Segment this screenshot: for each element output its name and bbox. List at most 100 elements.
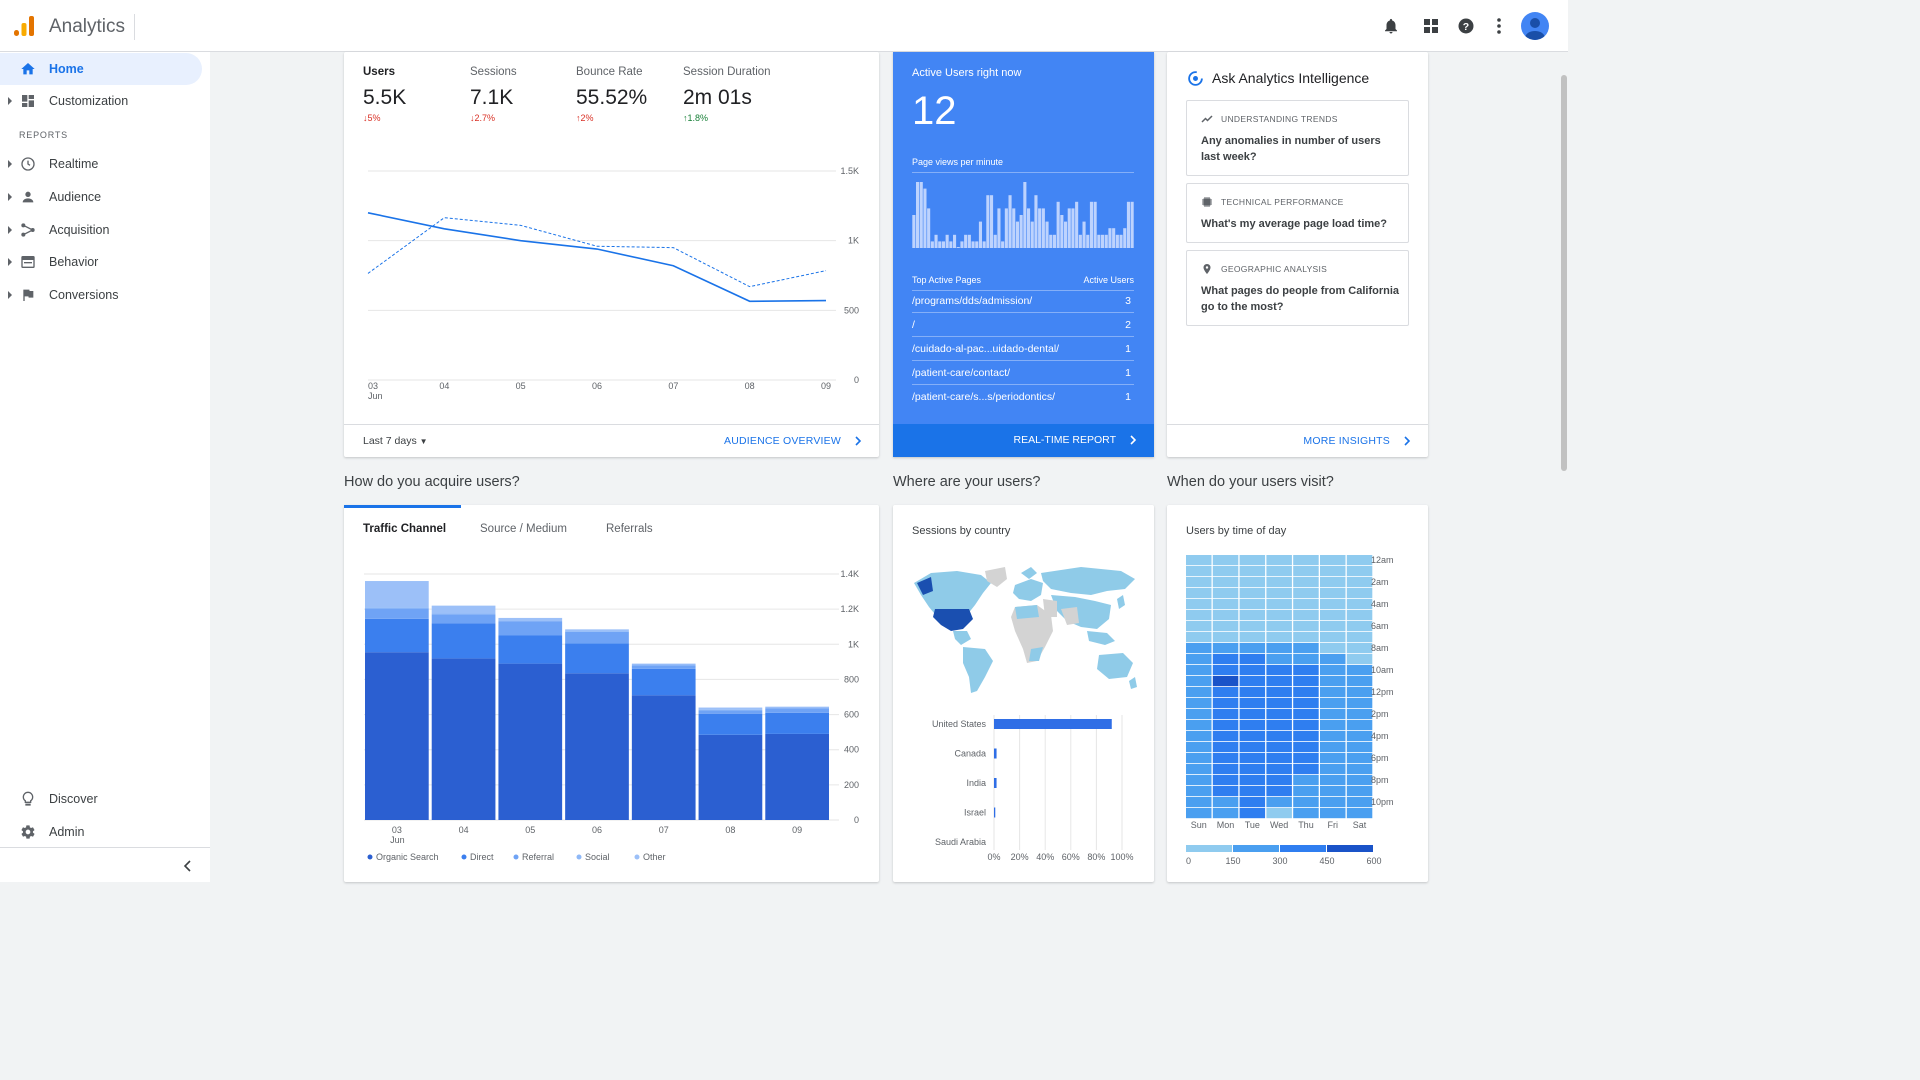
legend-label: Referral: [522, 852, 554, 862]
metric-sessions[interactable]: Sessions 7.1K ↓2.7%: [470, 66, 517, 123]
sidebar-item-realtime[interactable]: Realtime: [0, 148, 202, 180]
sidebar-nav: Home Customization REPORTS Realtime Audi…: [0, 52, 210, 882]
hour-label: 8pm: [1371, 775, 1389, 785]
chevron-right-icon[interactable]: [1402, 436, 1412, 446]
pageview-bar: [956, 247, 960, 248]
tab-traffic-channel[interactable]: Traffic Channel: [363, 523, 447, 535]
apps-grid-icon[interactable]: [1419, 14, 1443, 38]
chevron-right-icon[interactable]: [1128, 435, 1138, 445]
heatmap-cell: [1186, 797, 1212, 808]
heatmap-cell: [1320, 676, 1346, 687]
more-insights-link[interactable]: MORE INSIGHTS: [1303, 435, 1390, 447]
insight-card-geographic[interactable]: GEOGRAPHIC ANALYSIS What pages do people…: [1186, 250, 1409, 326]
metric-value: 7.1K: [470, 86, 514, 109]
heatmap-cell: [1266, 742, 1292, 753]
audience-overview-link[interactable]: AUDIENCE OVERVIEW: [724, 435, 841, 447]
metric-delta-value: 2.7%: [474, 113, 496, 123]
users-series-line: [367, 212, 827, 303]
country-bar: [994, 719, 1112, 729]
heatmap-cell: [1320, 654, 1346, 665]
stacked-bar-segment: [565, 631, 629, 644]
legend-dot: [461, 854, 467, 860]
country-bar: [994, 748, 997, 759]
chevron-right-icon[interactable]: [853, 436, 863, 446]
account-avatar[interactable]: [1521, 12, 1549, 40]
tab-source-medium[interactable]: Source / Medium: [480, 523, 567, 535]
heatmap-cell: [1320, 665, 1346, 676]
heatmap-cell: [1212, 621, 1239, 632]
x-tick-label: 07: [668, 381, 678, 391]
gear-icon: [21, 825, 35, 839]
metric-session-duration[interactable]: Session Duration 2m 01s ↑1.8%: [683, 66, 771, 123]
stacked-bar-segment: [565, 629, 629, 632]
heatmap-cell: [1239, 797, 1266, 808]
heatmap-cell: [1266, 577, 1292, 588]
sidebar-item-behavior[interactable]: Behavior: [0, 246, 202, 278]
sidebar-item-admin[interactable]: Admin: [0, 816, 202, 848]
insight-card-trends[interactable]: UNDERSTANDING TRENDS Any anomalies in nu…: [1186, 100, 1409, 176]
y-tick-label: 400: [844, 745, 859, 755]
metric-label: Users: [363, 66, 395, 78]
y-tick-label: 500: [844, 305, 859, 315]
country-label: United States: [932, 719, 987, 729]
stacked-bar-segment: [698, 709, 763, 711]
bell-icon[interactable]: [1379, 14, 1403, 38]
pageview-bar: [1023, 182, 1027, 248]
country-bar: [994, 778, 997, 788]
sidebar-item-label: Home: [49, 62, 84, 76]
sidebar-item-label: Behavior: [49, 255, 99, 269]
heatmap-cell: [1239, 731, 1266, 742]
table-row[interactable]: /programs/dds/admission/3: [912, 290, 1134, 313]
heatmap-cell: [1212, 643, 1239, 654]
heatmap-cell: [1320, 610, 1346, 621]
legend-label: Other: [643, 852, 666, 862]
heatmap-cell: [1212, 742, 1239, 753]
scale-tick-label: 0: [1186, 856, 1191, 866]
sidebar-item-home[interactable]: Home: [0, 53, 202, 85]
heatmap-cell: [1266, 665, 1292, 676]
tab-referrals[interactable]: Referrals: [606, 523, 653, 535]
table-row[interactable]: /patient-care/contact/1: [912, 362, 1134, 385]
heatmap-cell: [1346, 720, 1373, 731]
world-map[interactable]: [911, 565, 1139, 697]
stacked-bar-segment: [631, 665, 696, 669]
y-tick-label: 0: [854, 815, 859, 825]
sidebar-item-acquisition[interactable]: Acquisition: [0, 214, 202, 246]
heatmap-cell: [1186, 676, 1212, 687]
table-row[interactable]: /2: [912, 314, 1134, 337]
metric-users[interactable]: Users 5.5K ↓5%: [363, 66, 406, 123]
date-range-selector[interactable]: Last 7 days ▼: [363, 435, 428, 447]
more-vert-icon[interactable]: [1487, 14, 1511, 38]
country-label: Canada: [954, 749, 986, 759]
pageview-bar: [986, 195, 990, 248]
page-scrollbar[interactable]: [1561, 75, 1567, 471]
heatmap-cell: [1212, 808, 1239, 819]
pageview-bar: [1060, 215, 1064, 248]
pageview-bar: [1030, 221, 1034, 248]
heatmap-cell: [1320, 577, 1346, 588]
metric-bounce-rate[interactable]: Bounce Rate 55.52% ↑2%: [576, 66, 647, 123]
insight-question: What pages do people from California go …: [1201, 285, 1400, 313]
metric-label: Bounce Rate: [576, 66, 643, 78]
sidebar-item-customization[interactable]: Customization: [0, 85, 202, 117]
pageview-bar: [927, 208, 931, 248]
heatmap-cell: [1239, 588, 1266, 599]
heatmap-cell: [1266, 654, 1292, 665]
insight-card-performance[interactable]: TECHNICAL PERFORMANCE What's my average …: [1186, 183, 1409, 243]
stacked-bar-segment: [698, 713, 763, 735]
heatmap-cell: [1266, 610, 1292, 621]
heatmap-cell: [1239, 566, 1266, 577]
heatmap-cell: [1212, 775, 1239, 786]
help-icon[interactable]: ?: [1454, 14, 1478, 38]
heatmap-cell: [1266, 709, 1292, 720]
sidebar-item-discover[interactable]: Discover: [0, 783, 202, 815]
sidebar-item-conversions[interactable]: Conversions: [0, 279, 202, 311]
table-row[interactable]: /cuidado-al-pac...uidado-dental/1: [912, 338, 1134, 361]
table-row[interactable]: /patient-care/s...s/periodontics/1: [912, 386, 1134, 409]
realtime-report-link[interactable]: REAL-TIME REPORT: [1013, 434, 1117, 446]
pageview-bar: [1108, 228, 1112, 248]
analytics-logo[interactable]: [12, 14, 36, 38]
collapse-sidebar-icon[interactable]: [180, 858, 196, 874]
page-path: /programs/dds/admission/: [912, 295, 1033, 307]
sidebar-item-audience[interactable]: Audience: [0, 181, 202, 213]
